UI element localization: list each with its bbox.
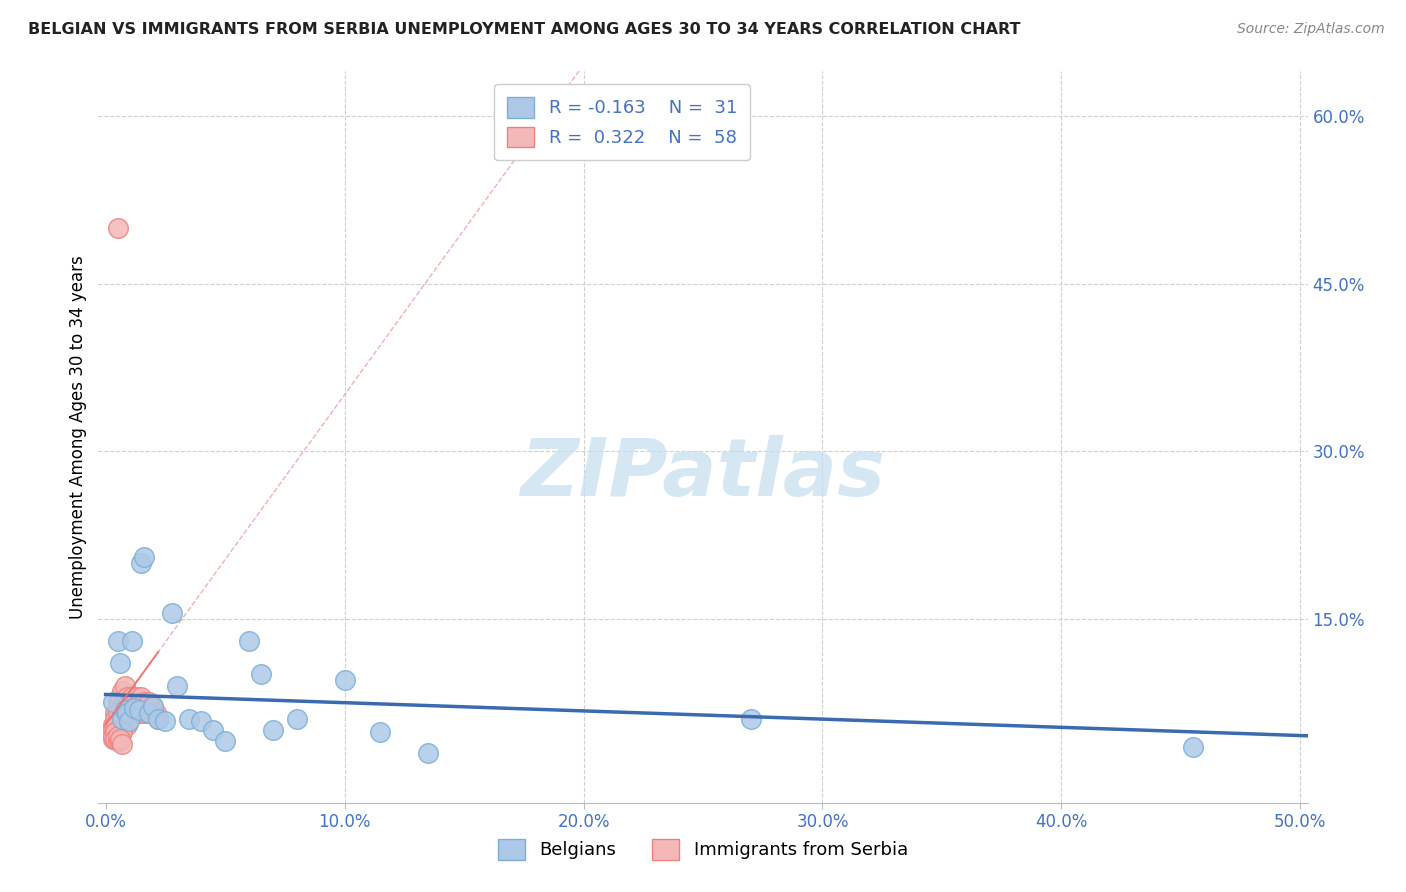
Point <box>125 690 148 704</box>
Point <box>122 701 145 715</box>
Point <box>122 695 145 709</box>
Point <box>128 703 150 717</box>
Point <box>162 606 184 620</box>
Point <box>285 712 308 726</box>
Point <box>138 706 160 721</box>
Point <box>114 703 136 717</box>
Point <box>179 712 201 726</box>
Point <box>108 734 131 748</box>
Point <box>166 679 188 693</box>
Point <box>418 746 440 760</box>
Point <box>111 737 134 751</box>
Point <box>107 633 129 648</box>
Point <box>108 723 131 738</box>
Point <box>118 695 141 709</box>
Point <box>121 690 143 704</box>
Point <box>142 706 165 721</box>
Point <box>146 712 169 726</box>
Point <box>101 732 124 747</box>
Point <box>155 714 177 729</box>
Point <box>114 714 136 729</box>
Point <box>107 734 129 748</box>
Point <box>114 679 136 693</box>
Point <box>145 706 167 721</box>
Point <box>107 701 129 715</box>
Point <box>104 712 127 726</box>
Point <box>104 706 127 721</box>
Point <box>115 706 138 721</box>
Point <box>131 690 153 704</box>
Text: BELGIAN VS IMMIGRANTS FROM SERBIA UNEMPLOYMENT AMONG AGES 30 TO 34 YEARS CORRELA: BELGIAN VS IMMIGRANTS FROM SERBIA UNEMPL… <box>28 22 1021 37</box>
Point <box>111 712 134 726</box>
Point <box>131 706 153 721</box>
Point <box>262 723 284 738</box>
Point <box>104 732 127 747</box>
Point <box>108 657 131 671</box>
Point <box>115 717 138 731</box>
Point <box>122 701 145 715</box>
Point <box>111 725 134 739</box>
Point <box>128 695 150 709</box>
Point <box>107 729 129 743</box>
Point <box>101 729 124 743</box>
Point <box>104 725 127 739</box>
Point <box>131 701 153 715</box>
Point <box>118 701 141 715</box>
Point <box>128 701 150 715</box>
Point <box>125 706 148 721</box>
Point <box>138 695 160 709</box>
Point <box>111 684 134 698</box>
Point <box>101 723 124 738</box>
Text: ZIPatlas: ZIPatlas <box>520 434 886 513</box>
Point <box>121 633 143 648</box>
Point <box>104 717 127 731</box>
Point <box>139 701 162 715</box>
Point <box>132 695 155 709</box>
Point <box>107 695 129 709</box>
Y-axis label: Unemployment Among Ages 30 to 34 years: Unemployment Among Ages 30 to 34 years <box>69 255 87 619</box>
Point <box>108 690 131 704</box>
Point <box>135 701 157 715</box>
Text: Source: ZipAtlas.com: Source: ZipAtlas.com <box>1237 22 1385 37</box>
Point <box>115 706 138 721</box>
Point <box>132 706 155 721</box>
Point <box>101 717 124 731</box>
Point <box>333 673 356 687</box>
Point <box>108 732 131 747</box>
Point <box>214 734 236 748</box>
Point <box>108 706 131 721</box>
Point <box>131 556 153 570</box>
Point <box>370 725 392 739</box>
Point <box>111 721 134 735</box>
Point <box>107 729 129 743</box>
Point <box>142 701 165 715</box>
Point <box>121 706 143 721</box>
Point <box>250 667 273 681</box>
Point <box>101 695 124 709</box>
Point <box>104 725 127 739</box>
Point <box>118 714 141 729</box>
Point <box>138 706 160 721</box>
Point <box>132 550 155 565</box>
Point <box>142 698 165 713</box>
Point <box>190 714 212 729</box>
Point <box>202 723 225 738</box>
Point <box>238 633 260 648</box>
Point <box>146 712 169 726</box>
Point <box>111 701 134 715</box>
Point <box>108 714 131 729</box>
Point <box>114 695 136 709</box>
Point <box>1181 739 1204 754</box>
Point <box>107 717 129 731</box>
Point <box>740 712 762 726</box>
Point <box>107 220 129 235</box>
Point <box>107 706 129 721</box>
Legend: Belgians, Immigrants from Serbia: Belgians, Immigrants from Serbia <box>491 831 915 867</box>
Point <box>115 690 138 704</box>
